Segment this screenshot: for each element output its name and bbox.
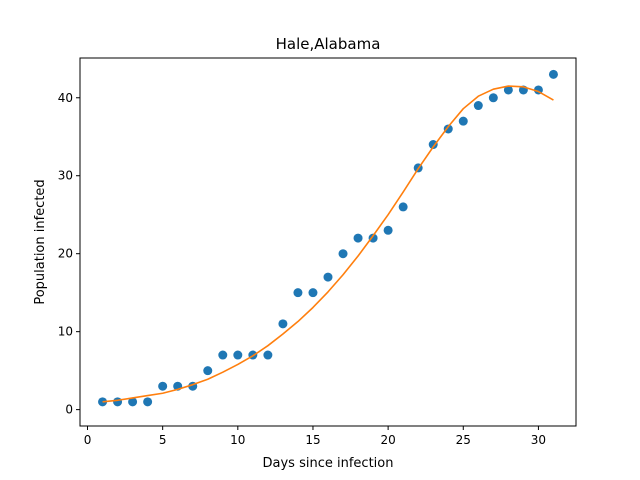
data-point (368, 233, 378, 243)
data-point (398, 202, 408, 212)
data-point (503, 85, 513, 95)
x-tick-label: 30 (531, 433, 546, 447)
data-point (98, 397, 108, 407)
data-point (293, 288, 303, 298)
y-tick-label: 40 (58, 91, 73, 105)
y-tick-label: 10 (58, 325, 73, 339)
x-axis-label: Days since infection (263, 456, 394, 471)
data-point (263, 350, 273, 360)
y-axis-label: Population infected (33, 179, 48, 304)
x-tick-label: 15 (305, 433, 320, 447)
data-point (233, 350, 243, 360)
fit-line (102, 85, 554, 403)
y-tick-label: 0 (65, 403, 73, 417)
plot-area: 0 5 10 15 20 25 30 0 10 20 30 40 (58, 69, 558, 447)
data-point (548, 69, 558, 79)
data-point (383, 225, 393, 235)
data-point (488, 93, 498, 103)
data-point (158, 381, 168, 391)
y-tick-label: 30 (58, 169, 73, 183)
y-tick-label: 20 (58, 247, 73, 261)
data-point (443, 124, 453, 134)
data-point (203, 366, 213, 376)
data-point (323, 272, 333, 282)
data-point (428, 140, 438, 150)
data-point (353, 233, 363, 243)
data-point (308, 288, 318, 298)
data-point (278, 319, 288, 329)
x-tick-label: 10 (230, 433, 245, 447)
x-tick-label: 5 (159, 433, 167, 447)
data-point (338, 249, 348, 259)
axes-frame (79, 57, 577, 427)
data-point (143, 397, 153, 407)
x-tick-label: 20 (380, 433, 395, 447)
data-point (473, 101, 483, 111)
data-point (218, 350, 228, 360)
x-tick-label: 0 (84, 433, 92, 447)
data-point (113, 397, 123, 407)
chart-title: Hale,Alabama (276, 35, 381, 53)
data-point (458, 116, 468, 126)
data-point (128, 397, 138, 407)
x-tick-label: 25 (456, 433, 471, 447)
